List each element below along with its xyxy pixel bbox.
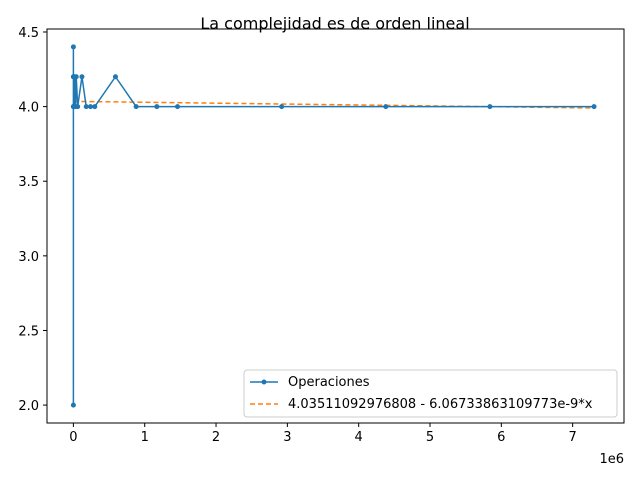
data-point-operaciones — [75, 104, 81, 110]
data-point-operaciones — [133, 104, 139, 110]
y-tick-label: 4.0 — [18, 101, 39, 116]
legend-label-fit: 4.03511092976808 - 6.06733863109773e-9*x — [288, 397, 593, 412]
legend-marker-operaciones — [261, 379, 267, 385]
data-point-operaciones — [487, 104, 493, 110]
y-tick-label: 4.5 — [18, 26, 39, 41]
plot-frame — [46, 28, 625, 424]
legend: Operaciones 4.03511092976808 - 6.0673386… — [243, 369, 618, 418]
y-tick-label: 2.0 — [18, 399, 39, 414]
data-point-operaciones — [279, 104, 285, 110]
x-axis-offset-label: 1e6 — [599, 452, 624, 467]
x-tick-label: 1 — [141, 430, 149, 445]
plot-area — [70, 44, 597, 408]
data-point-operaciones — [83, 104, 89, 110]
y-axis: 2.0 2.5 3.0 3.5 4.0 4.5 — [18, 26, 47, 414]
x-tick-label: 4 — [355, 430, 363, 445]
data-point-operaciones — [73, 74, 79, 80]
data-point-operaciones — [112, 74, 118, 80]
x-tick-label: 5 — [426, 430, 434, 445]
x-tick-label: 3 — [283, 430, 291, 445]
x-axis: 0 1 2 3 4 5 6 7 — [69, 423, 577, 445]
x-tick-label: 2 — [212, 430, 220, 445]
x-tick-label: 7 — [569, 430, 577, 445]
y-tick-label: 3.0 — [18, 250, 39, 265]
data-point-operaciones — [154, 104, 160, 110]
data-point-operaciones — [383, 104, 389, 110]
chart-title: La complejidad es de orden lineal — [200, 14, 469, 33]
y-tick-label: 2.5 — [18, 324, 39, 339]
x-tick-label: 0 — [69, 430, 77, 445]
data-point-operaciones — [591, 104, 597, 110]
legend-box — [243, 369, 618, 418]
data-point-operaciones — [88, 104, 94, 110]
data-point-operaciones — [175, 104, 181, 110]
data-point-operaciones — [79, 74, 85, 80]
y-tick-label: 3.5 — [18, 175, 39, 190]
x-tick-label: 6 — [497, 430, 505, 445]
data-point-operaciones — [70, 44, 76, 50]
data-point-operaciones — [92, 104, 98, 110]
legend-label-operaciones: Operaciones — [288, 375, 370, 390]
data-point-operaciones — [70, 402, 76, 408]
